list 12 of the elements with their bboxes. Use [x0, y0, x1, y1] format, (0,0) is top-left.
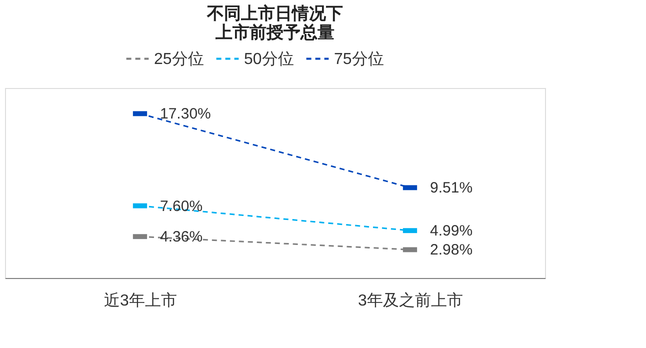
data-label: 9.51% — [430, 180, 473, 197]
chart-title: 不同上市日情况下上市前授予总量 — [206, 4, 343, 42]
legend-label: 25分位 — [154, 50, 204, 68]
legend-label: 75分位 — [334, 50, 384, 68]
data-label: 4.36% — [160, 228, 203, 246]
data-label: 2.98% — [430, 242, 473, 259]
legend-label: 50分位 — [244, 50, 294, 68]
data-label: 17.30% — [160, 106, 211, 123]
x-tick-label: 3年及之前上市 — [358, 292, 463, 310]
x-tick-label: 近3年上市 — [104, 292, 177, 310]
data-label: 4.99% — [430, 222, 473, 240]
data-label: 7.60% — [160, 198, 203, 215]
